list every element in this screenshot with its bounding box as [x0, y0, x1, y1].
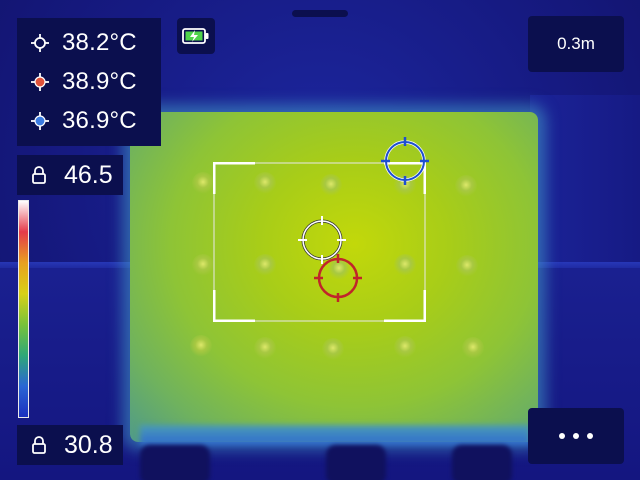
center-temp-value: 38.2°C — [62, 29, 137, 56]
max-spot-marker[interactable] — [314, 254, 362, 302]
max-temp-row: 38.9°C — [17, 63, 161, 101]
min-temp-value: 36.9°C — [62, 107, 137, 134]
background-edge — [530, 95, 640, 270]
plate-bump — [322, 338, 344, 360]
distance-button[interactable]: 0.3m — [528, 16, 624, 72]
distance-value: 0.3m — [557, 34, 595, 53]
plate-bump — [328, 258, 350, 280]
plate-bump — [254, 254, 276, 276]
plate-bump — [254, 172, 276, 194]
shadow — [326, 445, 386, 480]
plate-bump — [394, 254, 416, 276]
plate-bump — [462, 337, 484, 359]
plate-bump — [394, 336, 416, 358]
scale-max-value: 46.5 — [64, 160, 113, 189]
temperature-readouts: 38.2°C 38.9°C 36.9°C — [17, 18, 161, 146]
plate-bump — [455, 175, 477, 197]
shadow — [140, 445, 210, 480]
plate-bump — [192, 172, 214, 194]
shadow — [452, 445, 512, 480]
plate-edge — [140, 425, 530, 445]
min-temp-row: 36.9°C — [17, 102, 161, 140]
scale-min-value: 30.8 — [64, 430, 113, 459]
heated-plate — [130, 112, 538, 442]
battery-charging-icon — [182, 28, 209, 44]
pull-down-handle[interactable] — [292, 10, 348, 17]
crosshair-blue-icon — [31, 112, 49, 130]
plate-bump — [456, 255, 478, 277]
min-spot-marker[interactable] — [381, 137, 429, 185]
scale-min-lock[interactable]: 30.8 — [17, 425, 123, 465]
battery-status — [177, 18, 215, 54]
plate-bump — [320, 174, 342, 196]
crosshair-white-icon — [31, 34, 49, 52]
lock-icon — [32, 436, 46, 454]
plate-bump — [192, 254, 214, 276]
plate-bump — [254, 337, 276, 359]
more-dots-icon — [559, 433, 593, 439]
scale-max-lock[interactable]: 46.5 — [17, 155, 123, 195]
max-temp-value: 38.9°C — [62, 68, 137, 95]
center-temp-row: 38.2°C — [17, 24, 161, 62]
color-scale-bar — [18, 200, 29, 418]
lock-icon — [32, 166, 46, 184]
crosshair-red-icon — [31, 73, 49, 91]
more-menu-button[interactable] — [528, 408, 624, 464]
center-spot-marker[interactable] — [298, 216, 346, 264]
plate-bump — [190, 335, 212, 357]
